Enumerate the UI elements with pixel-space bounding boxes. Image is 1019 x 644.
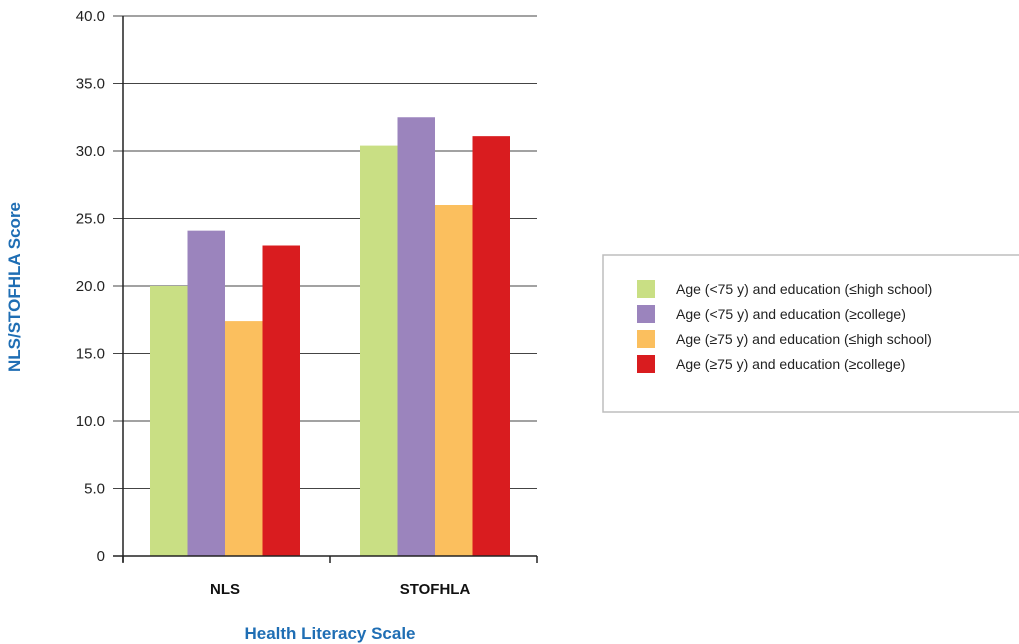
y-tick-label: 10.0	[76, 413, 105, 430]
y-tick-label: 5.0	[84, 481, 105, 498]
legend-label: Age (≥75 y) and education (≤high school)	[676, 331, 932, 347]
y-tick-label: 35.0	[76, 76, 105, 93]
bar	[150, 286, 188, 556]
bar	[225, 321, 263, 556]
y-tick-label: 15.0	[76, 346, 105, 363]
bar	[187, 230, 225, 556]
bar	[262, 245, 300, 556]
legend-swatch	[637, 330, 655, 348]
x-tick-label: NLS	[210, 581, 240, 598]
legend-swatch	[637, 355, 655, 373]
y-tick-label: 0	[97, 548, 105, 565]
y-tick-label: 25.0	[76, 211, 105, 228]
legend-swatch	[637, 280, 655, 298]
y-tick-label: 40.0	[76, 8, 105, 25]
y-tick-labels: 0 5.0 10.0 15.0 20.0 25.0 30.0 35.0 40.0	[76, 8, 105, 565]
legend-label: Age (<75 y) and education (≥college)	[676, 306, 906, 322]
axes	[113, 16, 538, 563]
legend-box	[602, 254, 1019, 413]
legend: Age (<75 y) and education (≤high school)…	[602, 254, 1019, 413]
y-tick-label: 30.0	[76, 143, 105, 160]
y-tick-label: 20.0	[76, 278, 105, 295]
x-axis-title: Health Literacy Scale	[244, 624, 415, 643]
bars	[150, 117, 510, 556]
legend-label: Age (<75 y) and education (≤high school)	[676, 281, 932, 297]
legend-swatch	[637, 305, 655, 323]
y-axis-title: NLS/STOFHLA Score	[5, 202, 24, 372]
bar	[360, 145, 398, 556]
x-tick-label: STOFHLA	[400, 581, 471, 598]
bar	[472, 136, 510, 556]
x-tick-labels: NLS STOFHLA	[210, 581, 470, 598]
bar	[435, 205, 473, 556]
legend-label: Age (≥75 y) and education (≥college)	[676, 356, 905, 372]
bar	[397, 117, 435, 556]
